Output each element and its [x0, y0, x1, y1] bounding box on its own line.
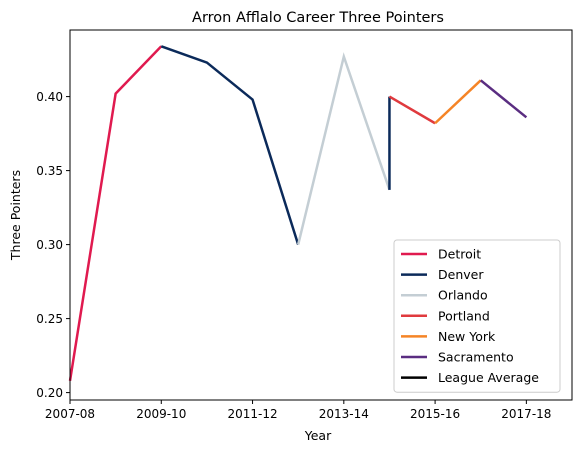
series-line-denver [160, 45, 300, 245]
legend-label: Detroit [438, 247, 481, 262]
x-axis-label: Year [304, 428, 332, 443]
x-tick-label: 2009-10 [136, 407, 186, 421]
series-lines [68, 45, 528, 381]
y-tick-label: 0.25 [36, 312, 63, 326]
chart-title: Arron Afflalo Career Three Pointers [192, 10, 444, 26]
legend-label: Sacramento [438, 350, 514, 365]
legend-label: Denver [438, 267, 484, 282]
y-tick-label: 0.35 [36, 164, 63, 178]
plot-frame [69, 29, 573, 401]
y-ticks: 0.20 0.25 0.30 0.35 0.40 [36, 90, 70, 400]
legend: Detroit Denver Orlando Portland New York Sacr… [393, 239, 561, 393]
series-line-detroit [68, 45, 163, 381]
y-tick-label: 0.20 [36, 386, 63, 400]
x-tick-label: 2013-14 [319, 407, 369, 421]
x-tick-label: 2015-16 [410, 407, 460, 421]
series-line-orlando [296, 52, 391, 245]
x-tick-label: 2017-18 [501, 407, 551, 421]
series-line-new-york [434, 79, 482, 125]
x-tick-label: 2007-08 [45, 407, 95, 421]
legend-box [393, 239, 561, 393]
x-tick-label: 2011-12 [227, 407, 277, 421]
series-line-portland [388, 95, 436, 125]
x-ticks: 2007-08 2009-10 2011-12 2013-14 2015-16 2017-… [45, 400, 551, 421]
y-axis-label: Three Pointers [8, 170, 23, 261]
y-tick-label: 0.40 [36, 90, 63, 104]
legend-label: New York [438, 329, 496, 344]
y-tick-label: 0.30 [36, 238, 63, 252]
legend-label: League Average [438, 370, 539, 385]
legend-label: Portland [438, 308, 490, 323]
series-line-sacramento [479, 79, 528, 119]
legend-label: Orlando [438, 288, 488, 303]
